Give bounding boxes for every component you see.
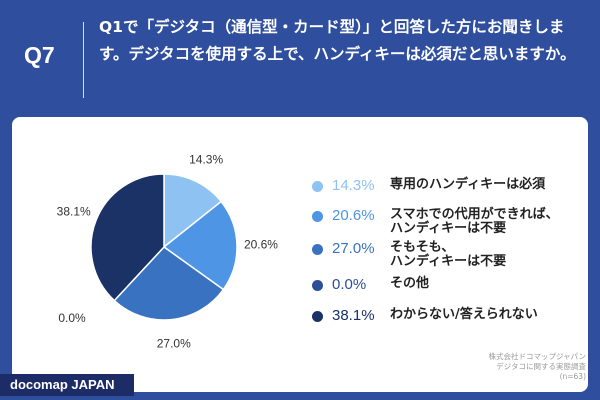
brand-logo: docomap JAPAN [0,374,134,396]
legend-percent: 27.0% [332,240,375,257]
legend-item: 38.1% わからない/答えられない [312,307,538,324]
slice-percent-label: 14.3% [189,153,223,167]
legend-label: スマホでの代用ができれば、 ハンディキーは不要 [390,207,559,236]
legend-item: 0.0% その他 [312,276,429,293]
legend-percent: 38.1% [332,307,375,324]
legend-item: 27.0% そもそも、 ハンディキーは不要 [312,240,506,269]
header-divider [83,22,84,98]
pie-slice [113,246,225,321]
legend-swatch [312,181,323,192]
legend-swatch [312,311,323,322]
credit-survey: デジタコに関する実態調査 [496,362,586,371]
legend: 14.3% 専用のハンディキーは必須 20.6% スマホでの代用ができれば、 ハンディ… [312,177,592,327]
credit-company: 株式会社ドコマップジャパン [488,352,587,361]
slice-percent-label: 0.0% [58,311,86,325]
pie-slice [90,173,165,302]
pie-slice [163,173,223,249]
slice-percent-label: 38.1% [57,205,91,219]
legend-label: わからない/答えられない [390,307,538,322]
legend-label: そもそも、 ハンディキーは不要 [390,240,507,269]
sample-size: (n=63) [559,372,586,381]
legend-label: 専用のハンディキーは必須 [390,177,546,192]
legend-percent: 0.0% [332,276,367,293]
question-text: Q1で「デジタコ（通信型・カード型）」と回答した方にお聞きします。デジタコを使用… [99,18,576,63]
legend-percent: 20.6% [332,207,375,224]
legend-swatch [312,211,323,222]
source-credit: 株式会社ドコマップジャパン デジタコに関する実態調査 (n=63) [416,352,587,382]
legend-swatch [312,280,323,291]
legend-swatch [312,244,323,255]
legend-item: 14.3% 専用のハンディキーは必須 [312,177,545,194]
legend-item: 20.6% スマホでの代用ができれば、 ハンディキーは不要 [312,207,559,236]
legend-percent: 14.3% [332,177,375,194]
legend-label: その他 [390,276,430,291]
question-header: Q7 Q1で「デジタコ（通信型・カード型）」と回答した方にお聞きします。デジタコ… [0,0,600,116]
slice-percent-label: 20.6% [244,238,278,252]
slice-percent-label: 27.0% [157,337,191,351]
pie-slice [162,200,238,291]
question-number: Q7 [24,42,55,68]
